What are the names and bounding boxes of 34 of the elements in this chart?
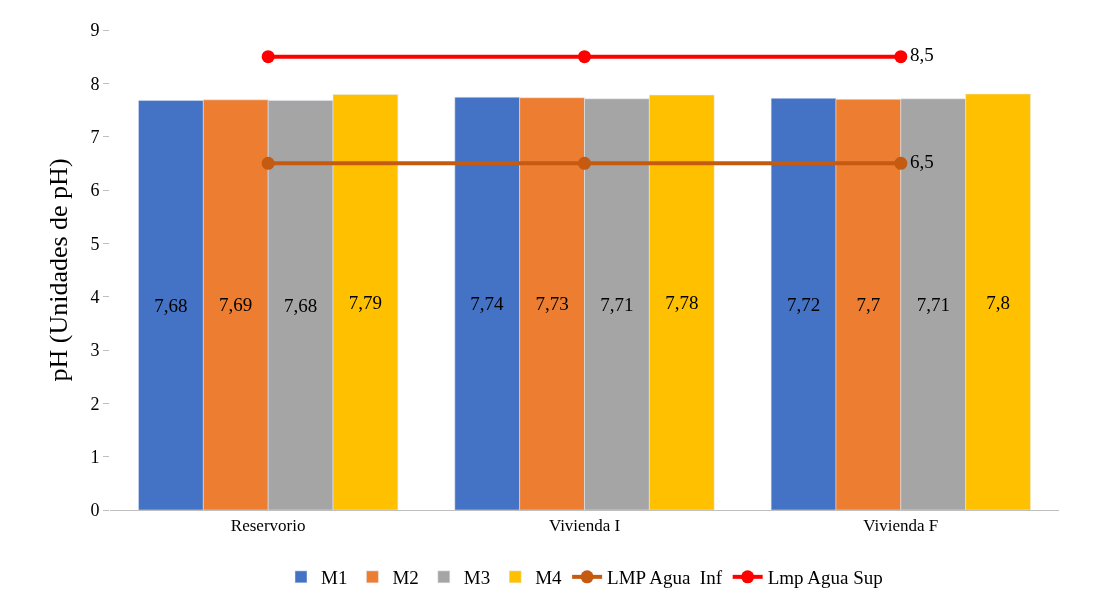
y-axis-title: pH (Unidades de pH) bbox=[43, 158, 73, 382]
y-tick-label: 4 bbox=[90, 286, 100, 307]
y-tick-label: 0 bbox=[90, 500, 100, 521]
legend-label: LMP Agua Inf bbox=[607, 567, 723, 589]
x-tick-label: Reservorio bbox=[230, 516, 306, 536]
data-label: 7,74 bbox=[470, 293, 505, 315]
data-label: 7,73 bbox=[535, 293, 569, 315]
data-label: 7,69 bbox=[219, 294, 253, 316]
data-label: 7,72 bbox=[786, 293, 821, 315]
y-tick-label: 9 bbox=[90, 20, 100, 41]
data-label: 7,7 bbox=[856, 294, 881, 316]
y-tick-label: 7 bbox=[90, 126, 100, 147]
y-tick-label: 3 bbox=[90, 340, 100, 361]
y-tick-label: 8 bbox=[90, 73, 100, 94]
data-label: 6,5 bbox=[909, 151, 934, 173]
y-tick-label: 1 bbox=[90, 446, 100, 467]
legend-label: M4 bbox=[535, 567, 563, 589]
data-label: 7,78 bbox=[665, 292, 699, 314]
y-tick-label: 6 bbox=[90, 180, 100, 201]
y-tick-label: 2 bbox=[90, 393, 100, 414]
data-label: 7,71 bbox=[916, 293, 950, 315]
x-tick-label: Vivienda F bbox=[863, 516, 939, 536]
data-label: 7,68 bbox=[283, 294, 318, 316]
data-label: 8,5 bbox=[909, 44, 934, 66]
legend-label: M3 bbox=[463, 567, 491, 589]
data-label: 7,71 bbox=[600, 293, 634, 315]
legend-label: M1 bbox=[321, 567, 348, 589]
x-tick-label: Vivienda I bbox=[548, 516, 621, 536]
data-label: 7,68 bbox=[154, 294, 188, 316]
data-label: 7,8 bbox=[986, 291, 1010, 313]
y-tick-label: 5 bbox=[90, 233, 100, 254]
data-label: 7,79 bbox=[348, 291, 383, 313]
legend-label: M2 bbox=[392, 567, 419, 589]
legend-label: Lmp Agua Sup bbox=[767, 567, 883, 589]
